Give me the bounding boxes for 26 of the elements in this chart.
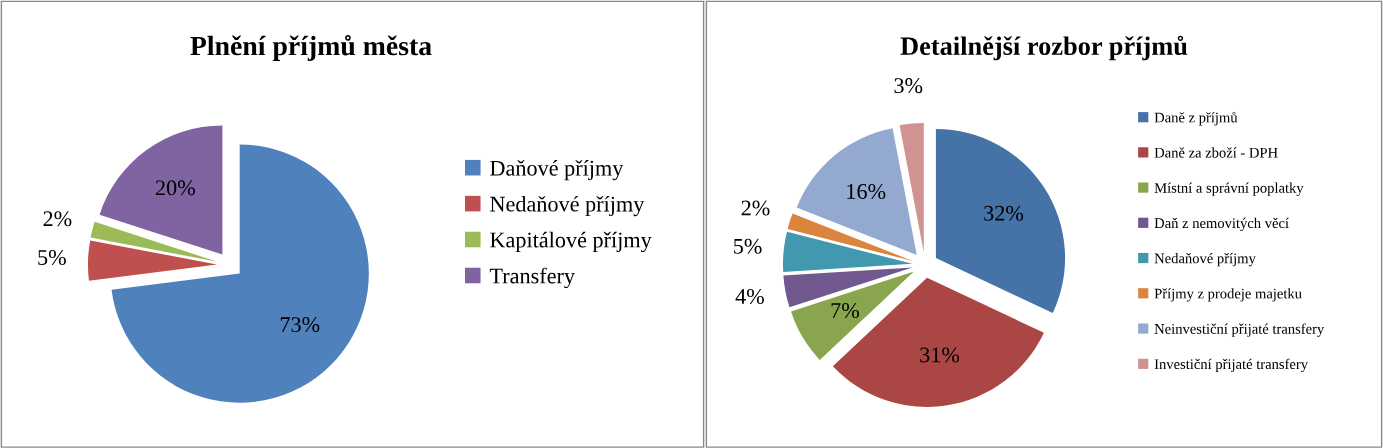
data-label: 2% bbox=[43, 211, 72, 227]
legend-label: Neinvestiční přijaté transfery bbox=[1154, 323, 1325, 337]
data-label: 7% bbox=[831, 302, 859, 318]
chart-title: Plnění příjmů města bbox=[190, 34, 432, 62]
data-label: 4% bbox=[735, 288, 764, 305]
legend-label: Transfery bbox=[489, 267, 575, 289]
legend-label: Daně z příjmů bbox=[1154, 111, 1238, 126]
data-label: 16% bbox=[847, 183, 886, 199]
data-label: 31% bbox=[920, 347, 960, 363]
data-label: 73% bbox=[280, 317, 320, 333]
legend-label: Nedaňové příjmy bbox=[1154, 252, 1256, 267]
data-label: 3% bbox=[894, 78, 923, 94]
chart-title: Detailnější rozbor příjmů bbox=[900, 35, 1188, 61]
data-label: 2% bbox=[741, 200, 770, 216]
data-label: 5% bbox=[38, 249, 66, 266]
legend-label: Příjmy z prodeje majetku bbox=[1154, 288, 1302, 302]
legend-label: Nedaňové příjmy bbox=[490, 195, 645, 217]
data-label: 5% bbox=[734, 238, 762, 254]
legend-label: Daňové příjmy bbox=[490, 160, 624, 181]
legend-label: Kapitálové příjmy bbox=[490, 231, 652, 253]
legend-label: Místní a správní poplatky bbox=[1154, 182, 1304, 196]
legend-label: Daň z nemovitých věcí bbox=[1154, 217, 1289, 232]
legend-label: Daně za zboží - DPH bbox=[1154, 147, 1278, 158]
legend-label: Investiční přijaté transfery bbox=[1154, 358, 1308, 373]
data-label: 20% bbox=[155, 180, 195, 196]
data-label: 32% bbox=[984, 205, 1024, 221]
